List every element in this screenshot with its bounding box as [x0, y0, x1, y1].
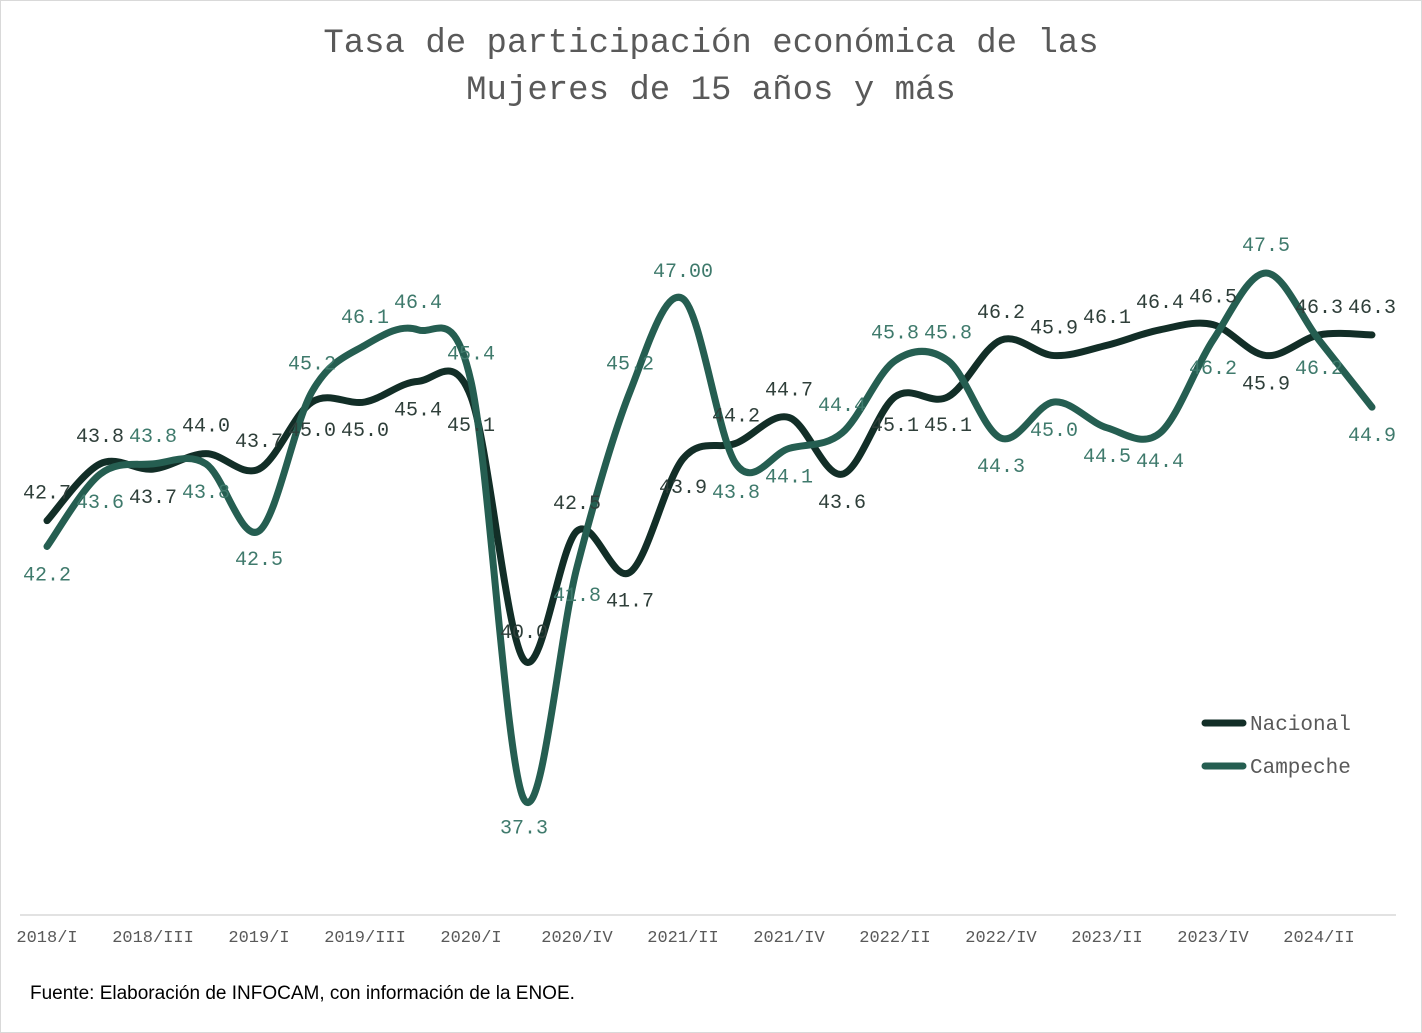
- data-label: 44.4: [818, 395, 866, 418]
- data-label: 46.4: [394, 292, 442, 315]
- data-label: 42.2: [23, 564, 71, 587]
- x-tick-label: 2022/II: [859, 929, 930, 948]
- line-series: [43, 319, 1376, 666]
- data-label: 45.9: [1030, 318, 1078, 341]
- data-label: 44.4: [1136, 451, 1184, 474]
- data-label: 43.9: [659, 477, 707, 500]
- data-label: 46.1: [1083, 307, 1131, 330]
- data-label: 45.8: [924, 323, 972, 346]
- data-label: 43.8: [712, 482, 760, 505]
- data-label: 44.7: [765, 379, 813, 402]
- x-tick-label: 2021/IV: [753, 929, 825, 948]
- data-label: 47.00: [653, 261, 713, 284]
- data-label: 44.5: [1083, 446, 1131, 469]
- data-label: 46.1: [341, 307, 389, 330]
- data-label: 43.8: [129, 426, 177, 449]
- data-label: 46.2: [1189, 358, 1237, 381]
- chart-title: Mujeres de 15 años y más: [466, 72, 956, 110]
- data-label: 42.7: [23, 483, 71, 506]
- data-label: 41.7: [606, 590, 654, 613]
- x-tick-label: 2018/I: [16, 929, 77, 948]
- data-label: 45.1: [924, 415, 972, 438]
- data-label: 46.3: [1348, 297, 1396, 320]
- data-label: 46.3: [1295, 297, 1343, 320]
- data-label: 43.6: [818, 492, 866, 515]
- data-label: 43.6: [76, 492, 124, 515]
- x-tick-label: 2019/III: [324, 929, 406, 948]
- data-label: 46.4: [1136, 292, 1184, 315]
- data-label: 45.2: [606, 354, 654, 377]
- line-series: [43, 269, 1376, 806]
- chart-title: Tasa de participación económica de las: [323, 25, 1098, 63]
- data-label: 45.0: [288, 420, 336, 443]
- data-label: 45.0: [1030, 420, 1078, 443]
- data-label: 40.0: [500, 622, 548, 645]
- data-label: 45.1: [447, 415, 495, 438]
- legend-label: Nacional: [1250, 714, 1351, 737]
- data-label: 45.2: [288, 354, 336, 377]
- data-label: 45.1: [871, 415, 919, 438]
- data-label: 45.4: [447, 343, 495, 366]
- data-label: 44.0: [182, 416, 230, 439]
- x-tick-label: 2023/II: [1071, 929, 1142, 948]
- data-label: 43.8: [182, 482, 230, 505]
- data-label: 37.3: [500, 817, 548, 840]
- x-tick-label: 2020/IV: [541, 929, 613, 948]
- x-tick-label: 2019/I: [228, 929, 289, 948]
- x-tick-label: 2021/II: [647, 929, 718, 948]
- legend-label: Campeche: [1250, 757, 1351, 780]
- x-tick-label: 2024/II: [1283, 929, 1354, 948]
- data-label: 45.4: [394, 399, 442, 422]
- data-label: 42.5: [553, 493, 601, 516]
- data-label: 44.1: [765, 466, 813, 489]
- data-label: 41.8: [553, 585, 601, 608]
- data-label: 43.8: [76, 426, 124, 449]
- x-tick-label: 2023/IV: [1177, 929, 1249, 948]
- data-label: 43.7: [235, 431, 283, 454]
- data-label: 44.2: [712, 405, 760, 428]
- data-label: 44.9: [1348, 425, 1396, 448]
- data-label: 42.5: [235, 549, 283, 572]
- data-label: 45.0: [341, 420, 389, 443]
- x-tick-label: 2020/I: [440, 929, 501, 948]
- x-tick-label: 2018/III: [112, 929, 194, 948]
- data-label: 46.2: [977, 302, 1025, 325]
- data-label: 47.5: [1242, 235, 1290, 258]
- data-label: 44.3: [977, 456, 1025, 479]
- x-tick-label: 2022/IV: [965, 929, 1037, 948]
- data-label: 43.7: [129, 487, 177, 510]
- data-label: 45.9: [1242, 374, 1290, 397]
- source-note: Fuente: Elaboración de INFOCAM, con info…: [30, 983, 575, 1004]
- data-label: 46.2: [1295, 358, 1343, 381]
- data-label: 46.5: [1189, 287, 1237, 310]
- data-label: 45.8: [871, 323, 919, 346]
